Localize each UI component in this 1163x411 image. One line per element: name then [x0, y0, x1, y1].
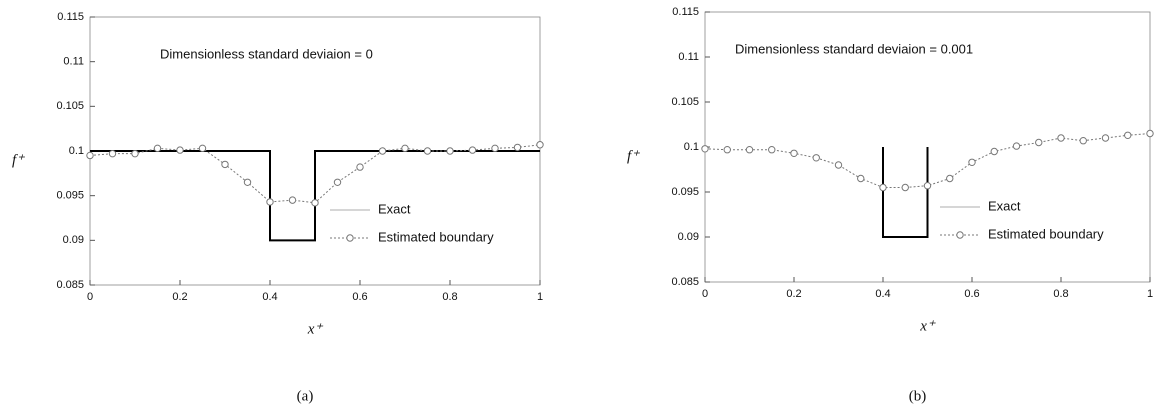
- y-tick-label: 0.1: [69, 145, 84, 157]
- legend-marker: [956, 231, 964, 239]
- data-point: [768, 146, 776, 154]
- y-tick-label: 0.085: [56, 279, 84, 291]
- data-point: [266, 198, 274, 206]
- data-point: [1035, 138, 1043, 147]
- x-tick-label: 0.8: [442, 291, 457, 303]
- data-point: [1057, 134, 1065, 142]
- data-point: [446, 147, 454, 155]
- y-tick-label: 0.09: [63, 234, 84, 246]
- annotation: Dimensionless standard deviaion = 0: [160, 46, 373, 61]
- x-axis-label: x⁺: [919, 318, 936, 334]
- data-point: [1101, 134, 1110, 142]
- x-tick-label: 0.4: [875, 288, 890, 300]
- x-tick-label: 0: [702, 288, 708, 300]
- data-point: [131, 149, 139, 158]
- legend-label: Exact: [378, 201, 411, 216]
- data-point: [288, 196, 297, 204]
- data-point: [879, 183, 887, 192]
- x-tick-label: 1: [1147, 288, 1153, 300]
- x-tick-label: 0.2: [172, 291, 187, 303]
- data-point: [153, 144, 162, 153]
- y-axis-label: f⁺: [627, 148, 640, 164]
- data-point: [923, 182, 932, 190]
- y-tick-label: 0.115: [672, 6, 699, 18]
- data-point: [1012, 142, 1021, 150]
- y-tick-label: 0.105: [56, 100, 84, 112]
- x-tick-label: 0.8: [1053, 288, 1068, 300]
- caption: (b): [909, 388, 927, 404]
- data-point: [491, 144, 499, 153]
- y-tick-label: 0.11: [678, 51, 699, 63]
- data-point: [701, 145, 709, 153]
- x-tick-label: 0.6: [352, 291, 367, 303]
- data-point: [468, 146, 477, 154]
- legend-label: Exact: [988, 198, 1021, 213]
- data-point: [1124, 131, 1132, 140]
- data-point: [423, 147, 432, 155]
- data-point: [1079, 137, 1087, 145]
- data-point: [221, 160, 229, 169]
- x-tick-label: 0: [87, 291, 93, 303]
- x-tick-label: 0.6: [964, 288, 979, 300]
- y-tick-label: 0.09: [678, 231, 699, 243]
- data-point: [198, 144, 207, 153]
- data-point: [946, 174, 954, 183]
- data-point: [176, 146, 184, 154]
- data-point: [311, 199, 319, 207]
- x-tick-label: 0.2: [786, 288, 801, 300]
- data-point: [513, 143, 522, 152]
- data-point: [108, 149, 117, 158]
- legend-label: Estimated boundary: [378, 229, 494, 244]
- caption: (a): [297, 388, 314, 404]
- data-point: [356, 163, 364, 171]
- y-tick-label: 0.105: [671, 96, 699, 108]
- data-point: [723, 146, 731, 154]
- legend-label: Estimated boundary: [988, 226, 1104, 241]
- y-tick-label: 0.095: [56, 190, 84, 202]
- data-point: [857, 174, 865, 183]
- data-point: [812, 154, 820, 162]
- data-point: [834, 161, 843, 169]
- data-point: [86, 151, 94, 160]
- data-point: [790, 149, 798, 158]
- annotation: Dimensionless standard deviaion = 0.001: [735, 41, 973, 56]
- data-point: [333, 178, 342, 186]
- legend-marker: [346, 234, 354, 242]
- series-line: [882, 147, 929, 238]
- data-point: [968, 158, 976, 167]
- x-axis-label: x⁺: [307, 321, 324, 337]
- x-tick-label: 0.4: [262, 291, 277, 303]
- x-tick-label: 1: [537, 291, 543, 303]
- y-axis-label: f⁺: [12, 152, 25, 168]
- data-point: [990, 147, 998, 156]
- data-point: [745, 146, 754, 154]
- data-point: [1146, 129, 1154, 138]
- data-point: [901, 183, 909, 192]
- data-point: [536, 141, 544, 149]
- data-point: [401, 144, 409, 153]
- y-tick-label: 0.115: [57, 11, 84, 23]
- data-point: [243, 178, 252, 186]
- y-tick-label: 0.11: [63, 56, 84, 68]
- y-tick-label: 0.095: [671, 186, 699, 198]
- y-tick-label: 0.1: [684, 141, 699, 153]
- y-tick-label: 0.085: [671, 276, 699, 288]
- series-line: [90, 150, 540, 242]
- data-point: [378, 147, 387, 155]
